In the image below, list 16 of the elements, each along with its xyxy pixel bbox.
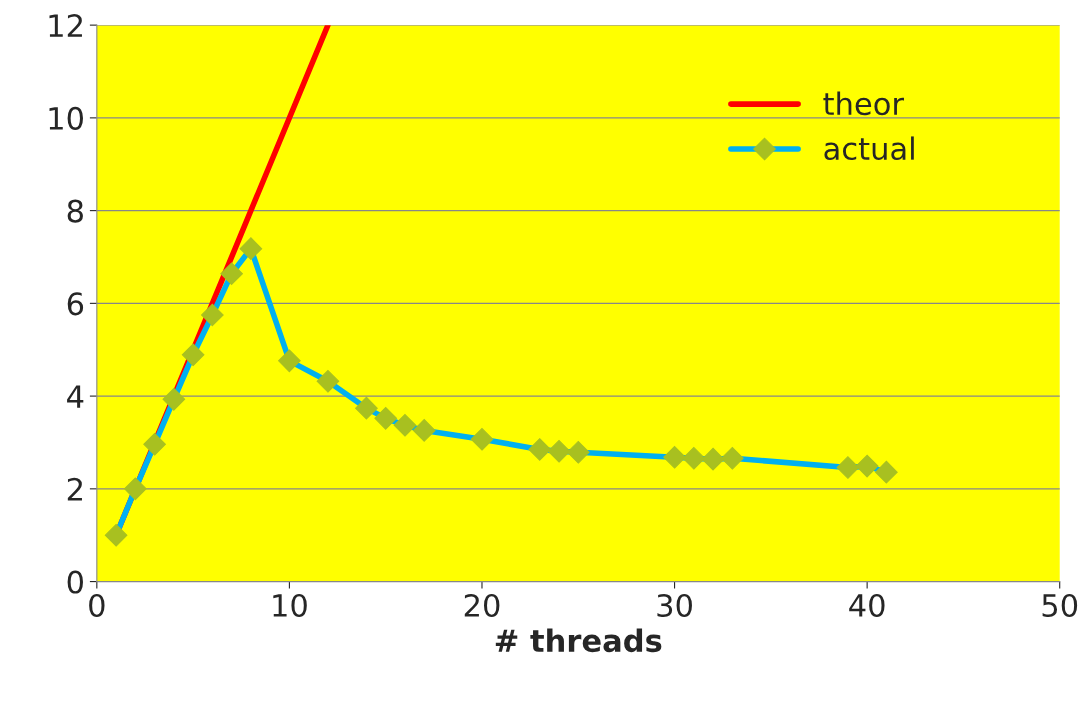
x-tick-label: 20 (464, 593, 500, 618)
y-tick-label: 12 (49, 14, 82, 37)
x-axis-title: # threads (495, 628, 662, 653)
y-tick-label: 6 (67, 292, 84, 316)
x-tick-label: 10 (273, 593, 307, 618)
x-tick-label: 30 (657, 593, 692, 618)
y-tick-label: 2 (67, 477, 82, 501)
y-tick-label: 4 (67, 385, 84, 408)
x-tick-label: 50 (1042, 593, 1078, 618)
y-tick-label: 10 (49, 106, 83, 130)
legend-label: theor (823, 91, 904, 116)
legend-label: actual (824, 136, 914, 161)
y-tick-label: 8 (67, 199, 83, 223)
y-tick-label: 0 (67, 570, 83, 594)
x-tick-label: 40 (849, 593, 885, 618)
x-tick-label: 0 (89, 593, 105, 618)
